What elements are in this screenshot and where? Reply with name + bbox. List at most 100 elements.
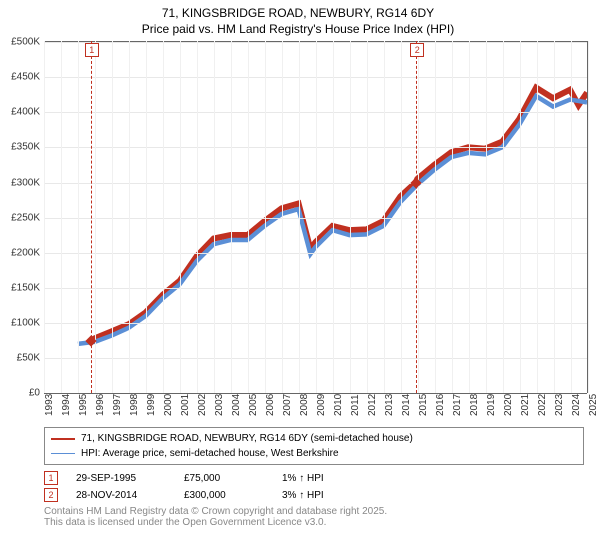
- sale-annotations: 1 29-SEP-1995 £75,000 1% ↑ HPI 2 28-NOV-2014 £…: [44, 471, 592, 502]
- y-tick-label: £0: [4, 388, 40, 399]
- series-line: [91, 88, 587, 341]
- sale-marker-index: 2: [410, 43, 424, 57]
- x-gridline: [537, 41, 538, 393]
- legend-label: HPI: Average price, semi-detached house,…: [81, 446, 339, 461]
- x-tick-label: 1995: [78, 394, 89, 416]
- x-tick-label: 1993: [44, 394, 55, 416]
- x-tick-label: 2009: [316, 394, 327, 416]
- x-gridline: [129, 41, 130, 393]
- y-tick-label: £150K: [4, 282, 40, 293]
- y-tick-label: £300K: [4, 177, 40, 188]
- y-tick-label: £350K: [4, 142, 40, 153]
- x-gridline: [350, 41, 351, 393]
- y-tick-label: £500K: [4, 37, 40, 48]
- x-tick-label: 1994: [61, 394, 72, 416]
- x-gridline: [588, 41, 589, 393]
- sale-hpi: 1% ↑ HPI: [282, 473, 362, 484]
- x-gridline: [401, 41, 402, 393]
- x-gridline: [265, 41, 266, 393]
- x-gridline: [146, 41, 147, 393]
- sale-index-box: 2: [44, 488, 58, 502]
- x-gridline: [214, 41, 215, 393]
- sale-row: 2 28-NOV-2014 £300,000 3% ↑ HPI: [44, 488, 592, 502]
- x-gridline: [418, 41, 419, 393]
- x-tick-label: 2025: [588, 394, 599, 416]
- y-tick-label: £100K: [4, 317, 40, 328]
- x-gridline: [435, 41, 436, 393]
- x-tick-label: 2008: [299, 394, 310, 416]
- x-tick-label: 1997: [112, 394, 123, 416]
- x-gridline: [452, 41, 453, 393]
- y-tick-label: £200K: [4, 247, 40, 258]
- x-gridline: [180, 41, 181, 393]
- x-tick-label: 2010: [333, 394, 344, 416]
- sale-index-box: 1: [44, 471, 58, 485]
- sale-hpi: 3% ↑ HPI: [282, 490, 362, 501]
- footer-line2: This data is licensed under the Open Gov…: [44, 517, 592, 528]
- x-gridline: [486, 41, 487, 393]
- sale-date: 29-SEP-1995: [76, 473, 166, 484]
- x-gridline: [61, 41, 62, 393]
- legend-label: 71, KINGSBRIDGE ROAD, NEWBURY, RG14 6DY …: [81, 431, 413, 446]
- y-tick-label: £250K: [4, 212, 40, 223]
- x-tick-label: 2017: [452, 394, 463, 416]
- sale-date: 28-NOV-2014: [76, 490, 166, 501]
- x-tick-label: 2012: [367, 394, 378, 416]
- y-tick-label: £50K: [4, 353, 40, 364]
- x-tick-label: 2024: [571, 394, 582, 416]
- x-gridline: [333, 41, 334, 393]
- x-gridline: [248, 41, 249, 393]
- y-tick-label: £450K: [4, 72, 40, 83]
- x-tick-label: 2005: [248, 394, 259, 416]
- footer-attribution: Contains HM Land Registry data © Crown c…: [44, 506, 592, 528]
- x-tick-label: 2019: [486, 394, 497, 416]
- x-tick-label: 2015: [418, 394, 429, 416]
- x-gridline: [520, 41, 521, 393]
- x-tick-label: 2003: [214, 394, 225, 416]
- x-gridline: [554, 41, 555, 393]
- title-line1: 71, KINGSBRIDGE ROAD, NEWBURY, RG14 6DY: [4, 6, 592, 22]
- x-gridline: [231, 41, 232, 393]
- legend-swatch: [51, 438, 75, 440]
- legend: 71, KINGSBRIDGE ROAD, NEWBURY, RG14 6DY …: [44, 427, 584, 465]
- x-tick-label: 2021: [520, 394, 531, 416]
- x-tick-label: 2000: [163, 394, 174, 416]
- x-tick-label: 2004: [231, 394, 242, 416]
- x-gridline: [282, 41, 283, 393]
- x-tick-label: 2011: [350, 395, 361, 417]
- x-tick-label: 2013: [384, 394, 395, 416]
- chart-title: 71, KINGSBRIDGE ROAD, NEWBURY, RG14 6DY …: [4, 6, 592, 37]
- legend-item: 71, KINGSBRIDGE ROAD, NEWBURY, RG14 6DY …: [51, 431, 577, 446]
- x-gridline: [299, 41, 300, 393]
- x-gridline: [44, 41, 45, 393]
- sale-price: £75,000: [184, 473, 264, 484]
- x-tick-label: 2020: [503, 394, 514, 416]
- x-tick-label: 2018: [469, 394, 480, 416]
- x-tick-label: 1996: [95, 394, 106, 416]
- y-tick-label: £400K: [4, 107, 40, 118]
- x-tick-label: 1998: [129, 394, 140, 416]
- footer-line1: Contains HM Land Registry data © Crown c…: [44, 506, 592, 517]
- x-tick-label: 2016: [435, 394, 446, 416]
- x-tick-label: 2014: [401, 394, 412, 416]
- x-gridline: [112, 41, 113, 393]
- title-line2: Price paid vs. HM Land Registry's House …: [4, 22, 592, 38]
- x-gridline: [78, 41, 79, 393]
- x-tick-label: 1999: [146, 394, 157, 416]
- sale-marker-line: 2: [416, 41, 417, 393]
- x-tick-label: 2022: [537, 394, 548, 416]
- x-tick-label: 2023: [554, 394, 565, 416]
- x-gridline: [503, 41, 504, 393]
- x-tick-label: 2002: [197, 394, 208, 416]
- sale-price: £300,000: [184, 490, 264, 501]
- x-gridline: [469, 41, 470, 393]
- chart-container: 71, KINGSBRIDGE ROAD, NEWBURY, RG14 6DY …: [0, 0, 600, 560]
- x-gridline: [367, 41, 368, 393]
- x-tick-label: 2001: [180, 394, 191, 416]
- x-tick-label: 2007: [282, 394, 293, 416]
- legend-item: HPI: Average price, semi-detached house,…: [51, 446, 577, 461]
- sale-row: 1 29-SEP-1995 £75,000 1% ↑ HPI: [44, 471, 592, 485]
- x-gridline: [316, 41, 317, 393]
- chart-area: £0£50K£100K£150K£200K£250K£300K£350K£400…: [44, 41, 588, 421]
- x-axis: 1993 1994 1995 1996 1997 1998 1999 2000 2001 2002…: [44, 393, 588, 421]
